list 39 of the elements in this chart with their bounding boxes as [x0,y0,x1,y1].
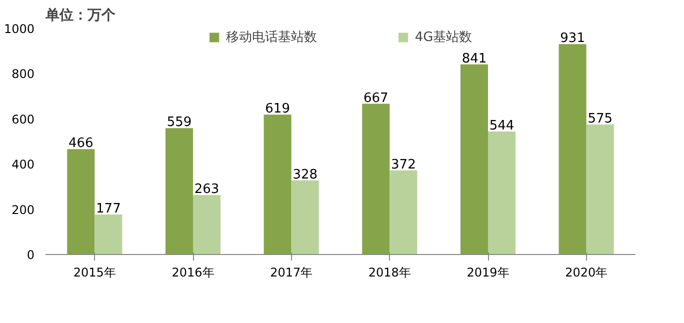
bar [460,64,488,254]
data-label: 619 [265,102,290,117]
data-label: 177 [96,202,121,216]
x-tick-label: 2018年 [368,266,411,280]
data-label: 372 [391,157,416,172]
x-tick-label: 2017年 [270,266,313,280]
data-label: 544 [489,118,514,134]
bar [94,214,122,254]
y-tick-label: 800 [12,67,34,82]
bar [586,124,614,254]
x-tick-label: 2015年 [73,266,116,280]
data-label: 328 [292,167,318,182]
bar [558,44,586,254]
legend-label: 4G基站数 [414,29,472,46]
bar [193,195,221,254]
y-tick-label: 200 [12,202,34,217]
bar [67,149,95,254]
data-label: 466 [68,136,94,152]
x-tick-label: 2020年 [565,266,608,280]
bar [390,170,418,254]
data-label: 841 [462,51,487,66]
data-label: 931 [560,31,585,46]
x-tick-label: 2016年 [172,266,214,280]
legend-label: 移动电话基站数 [226,29,317,46]
data-label: 667 [363,90,388,106]
bar [291,180,319,254]
y-tick-label: 600 [12,112,34,126]
data-label: 559 [166,115,192,130]
bar [362,104,390,254]
y-tick-label: 1000 [4,22,35,36]
data-label: 263 [194,182,220,198]
x-tick-label: 2019年 [466,266,510,280]
chart-title: 单位：万个 [44,8,116,24]
y-tick-label: 400 [12,158,34,172]
data-label: 575 [588,112,613,127]
y-tick-label: 0 [26,248,35,262]
bar [165,128,193,254]
bar [264,114,292,254]
bar [488,132,516,254]
